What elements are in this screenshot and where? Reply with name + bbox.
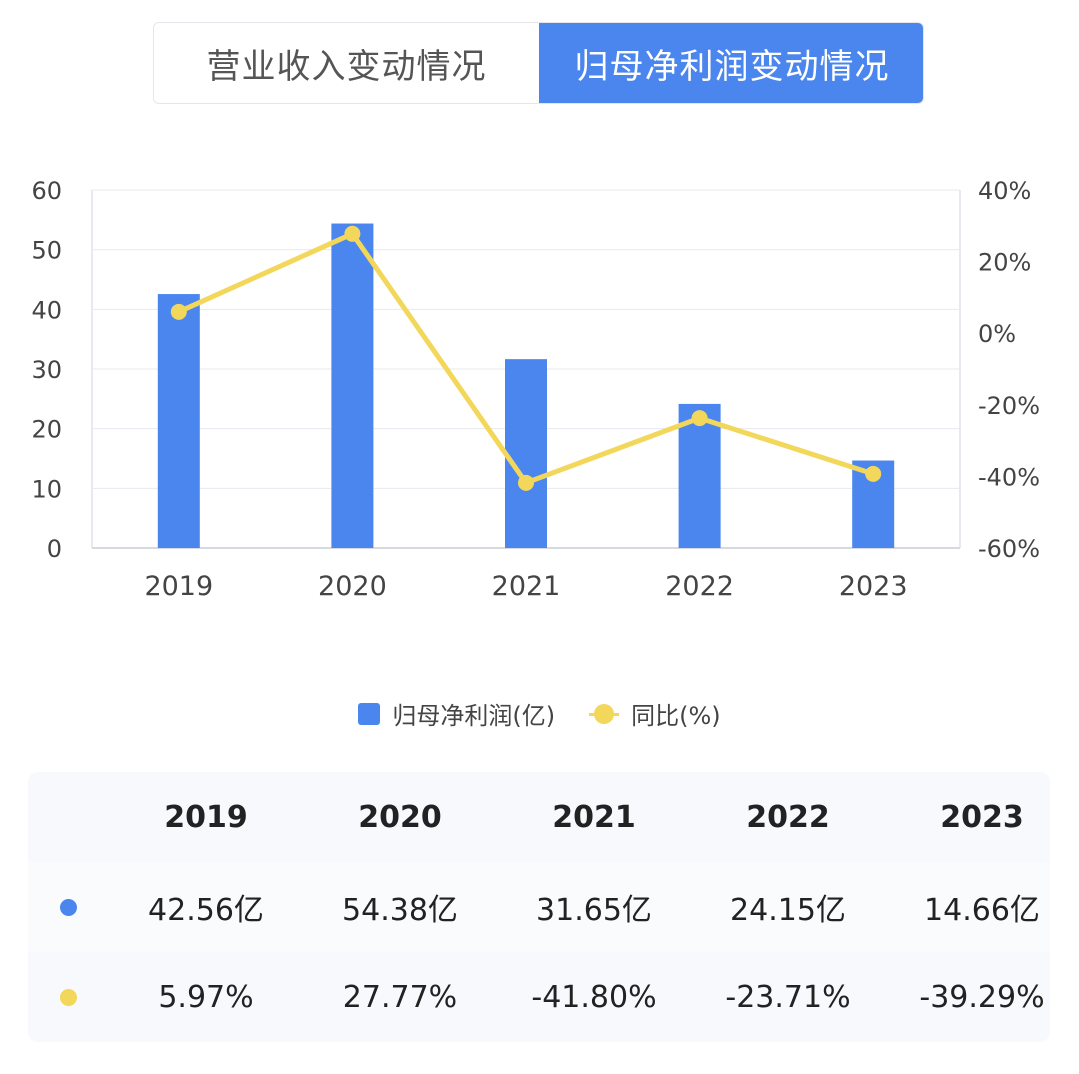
legend-bar-swatch	[358, 702, 381, 725]
right-axis-tick-label: 0%	[978, 320, 1016, 348]
yellow-dot-icon	[59, 988, 77, 1006]
x-axis-tick-label: 2022	[665, 571, 734, 602]
left-axis-tick-label: 60	[31, 177, 62, 205]
table-header-year: 2020	[358, 799, 442, 835]
left-axis-tick-label: 50	[31, 237, 62, 265]
x-axis-tick-label: 2021	[492, 571, 561, 602]
left-axis-tick-label: 0	[47, 535, 62, 563]
table-cell-profit: 54.38亿	[342, 893, 458, 928]
profit-chart: 0 10 20 30 40 50 60 -60% -40% -20% 0% 20% 40% 2019 202…	[31, 177, 1040, 602]
table-cell-profit: 24.15亿	[730, 893, 846, 928]
table-cell-profit: 42.56亿	[148, 893, 264, 928]
x-axis-tick-label: 2019	[144, 571, 213, 602]
right-axis-tick-label: -40%	[978, 463, 1040, 491]
table-cell-yoy: -41.80%	[531, 979, 657, 1015]
table-cell-profit: 14.66亿	[924, 893, 1040, 928]
row-marker-profit	[28, 898, 108, 916]
x-axis-tick-label: 2023	[839, 571, 908, 602]
table-header-year: 2019	[164, 799, 248, 835]
table-row-profit: 42.56亿 54.38亿 31.65亿 24.15亿 14.66亿	[28, 862, 1050, 952]
chart-tabs: 营业收入变动情况 归母净利润变动情况	[153, 22, 924, 104]
right-axis-tick-label: 20%	[978, 249, 1031, 277]
right-axis-tick-label: -20%	[978, 392, 1040, 420]
table-cell-yoy: 27.77%	[342, 979, 458, 1015]
legend-label-yoy: 同比(%)	[631, 702, 721, 730]
yoy-point	[518, 474, 534, 491]
bar	[331, 223, 374, 549]
blue-dot-icon	[59, 898, 77, 916]
legend-item-profit[interactable]: 归母净利润(亿)	[358, 696, 555, 731]
left-axis-tick-label: 40	[31, 296, 62, 324]
yoy-point	[691, 410, 708, 427]
left-axis-tick-label: 30	[31, 356, 62, 384]
left-axis-tick-label: 10	[31, 475, 62, 503]
table-header-year: 2023	[940, 799, 1024, 835]
table-cell-profit: 31.65亿	[536, 893, 652, 928]
table-cell-yoy: -23.71%	[725, 979, 851, 1015]
left-axis-tick-label: 20	[31, 416, 62, 444]
legend-line-swatch	[589, 703, 620, 725]
tab-revenue-change[interactable]: 营业收入变动情况	[154, 23, 539, 103]
table-header-year: 2022	[746, 799, 830, 835]
table-header-year: 2021	[552, 799, 636, 835]
bar	[157, 294, 200, 548]
tab-net-profit-change[interactable]: 归母净利润变动情况	[539, 23, 923, 103]
legend-item-yoy[interactable]: 同比(%)	[589, 696, 721, 731]
right-axis-tick-label: 40%	[978, 177, 1031, 205]
data-table: 2019 2020 2021 2022 2023 42.56亿 54.38亿 3…	[28, 772, 1050, 1042]
bar	[678, 403, 721, 548]
table-header-row: 2019 2020 2021 2022 2023	[28, 772, 1050, 862]
yoy-point	[170, 303, 187, 320]
chart-legend: 归母净利润(亿) 同比(%)	[0, 696, 1079, 731]
right-axis-tick-label: -60%	[978, 535, 1040, 563]
table-cell-yoy: 5.97%	[158, 979, 254, 1015]
table-cell-yoy: -39.29%	[919, 979, 1045, 1015]
x-axis-tick-label: 2020	[318, 571, 387, 602]
row-marker-yoy	[28, 988, 108, 1006]
table-row-yoy: 5.97% 27.77% -41.80% -23.71% -39.29%	[28, 952, 1050, 1042]
yoy-point	[344, 225, 361, 242]
yoy-point	[865, 465, 882, 482]
legend-label-profit: 归母净利润(亿)	[392, 702, 556, 730]
bar	[505, 359, 547, 548]
